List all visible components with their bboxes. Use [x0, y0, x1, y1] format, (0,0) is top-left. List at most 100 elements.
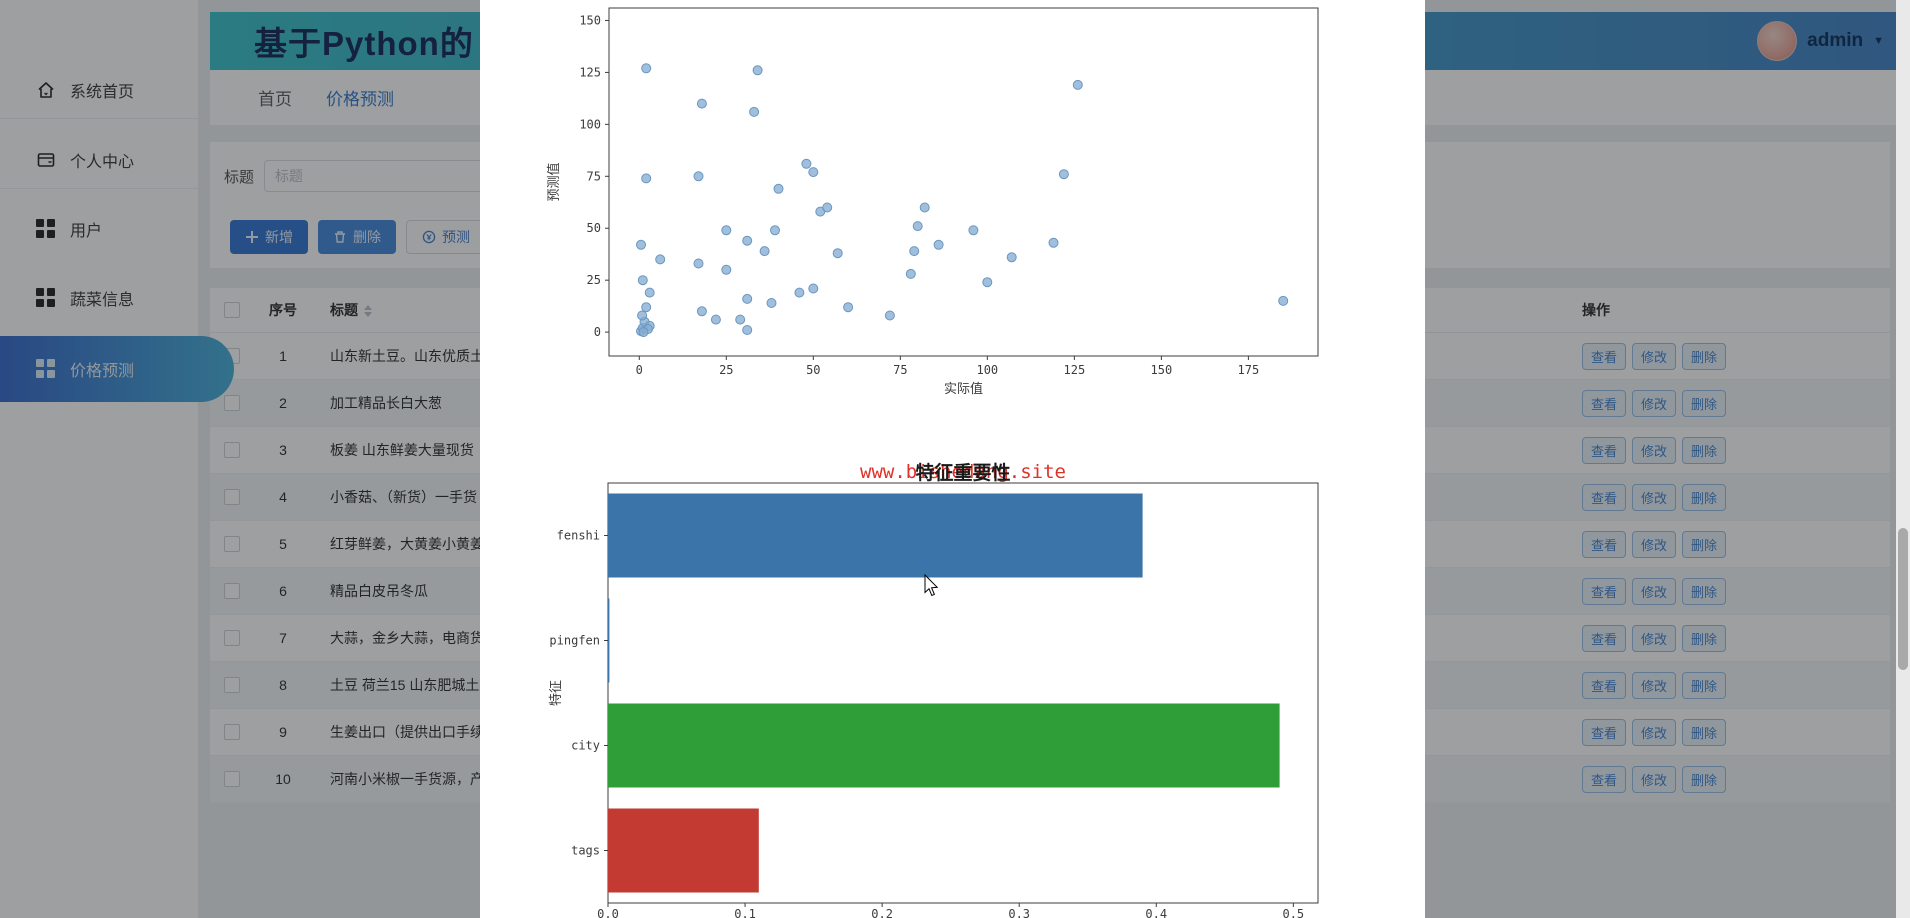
edit-button[interactable]: 修改 [1632, 389, 1677, 417]
scatter-point [721, 264, 732, 275]
row-actions: 查看 修改 删除 [1582, 624, 1727, 652]
scatter-point [884, 310, 895, 321]
predict-button[interactable]: 预测 [406, 220, 486, 254]
delete-row-button[interactable]: 删除 [1682, 577, 1727, 605]
row-actions: 查看 修改 删除 [1582, 530, 1727, 558]
row-actions: 查看 修改 删除 [1582, 577, 1727, 605]
row-actions: 查看 修改 删除 [1582, 436, 1727, 464]
edit-button[interactable]: 修改 [1632, 577, 1677, 605]
delete-row-button[interactable]: 删除 [1682, 342, 1727, 370]
view-button[interactable]: 查看 [1582, 577, 1627, 605]
scatter-point [808, 167, 819, 178]
delete-row-button[interactable]: 删除 [1682, 671, 1727, 699]
row-actions: 查看 修改 删除 [1582, 671, 1727, 699]
view-button[interactable]: 查看 [1582, 624, 1627, 652]
row-checkbox[interactable] [224, 395, 240, 411]
row-index: 8 [279, 677, 287, 693]
row-title: 精品白皮吊冬瓜 [330, 583, 428, 599]
view-button[interactable]: 查看 [1582, 483, 1627, 511]
bar-category-label: city [571, 739, 600, 753]
sidebar-item-0[interactable]: 系统首页 [0, 62, 198, 119]
user-menu[interactable]: admin ▼ [1757, 12, 1884, 70]
edit-button[interactable]: 修改 [1632, 624, 1677, 652]
delete-row-button[interactable]: 删除 [1682, 530, 1727, 558]
view-button[interactable]: 查看 [1582, 765, 1627, 793]
search-label: 标题 [224, 168, 255, 186]
scatter-point [655, 254, 666, 265]
delete-row-button[interactable]: 删除 [1682, 483, 1727, 511]
tab-price-predict[interactable]: 价格预测 [326, 90, 394, 109]
row-index: 3 [279, 442, 287, 458]
sidebar-item-2[interactable]: 用户 [0, 201, 198, 257]
scatter-xtick: 100 [976, 363, 998, 377]
scatter-point [721, 225, 732, 236]
scatter-point [919, 202, 930, 213]
edit-button[interactable]: 修改 [1632, 436, 1677, 464]
row-actions: 查看 修改 删除 [1582, 389, 1727, 417]
delete-row-button[interactable]: 删除 [1682, 389, 1727, 417]
scatter-point [1058, 169, 1069, 180]
row-checkbox[interactable] [224, 442, 240, 458]
delete-row-button[interactable]: 删除 [1682, 718, 1727, 746]
edit-button[interactable]: 修改 [1632, 483, 1677, 511]
view-button[interactable]: 查看 [1582, 436, 1627, 464]
sidebar-item-3[interactable]: 蔬菜信息 [0, 270, 198, 326]
scatter-point [637, 275, 648, 286]
bar-pingfen [608, 598, 610, 683]
chevron-down-icon: ▼ [1873, 35, 1884, 47]
row-checkbox[interactable] [224, 630, 240, 646]
row-index: 7 [279, 630, 287, 646]
row-title: 大蒜，金乡大蒜，电商货 [330, 630, 484, 646]
view-button[interactable]: 查看 [1582, 530, 1627, 558]
sort-icon[interactable] [364, 305, 372, 318]
row-index: 9 [279, 724, 287, 740]
view-button[interactable]: 查看 [1582, 718, 1627, 746]
scatter-ytick: 50 [587, 221, 601, 235]
edit-button[interactable]: 修改 [1632, 342, 1677, 370]
row-checkbox[interactable] [224, 677, 240, 693]
sidebar-item-label: 个人中心 [70, 154, 135, 171]
edit-button[interactable]: 修改 [1632, 718, 1677, 746]
row-checkbox[interactable] [224, 583, 240, 599]
tab-home[interactable]: 首页 [258, 90, 292, 109]
delete-row-button[interactable]: 删除 [1682, 765, 1727, 793]
scatter-ytick: 0 [594, 325, 601, 339]
select-all-checkbox[interactable] [224, 302, 240, 318]
delete-button[interactable]: 删除 [318, 220, 396, 254]
row-checkbox[interactable] [224, 724, 240, 740]
scatter-xlabel: 实际值 [944, 381, 983, 397]
id-card-icon [36, 150, 56, 170]
row-checkbox[interactable] [224, 536, 240, 552]
scrollbar-thumb[interactable] [1898, 528, 1908, 670]
table-row: 3 板姜 山东鲜姜大量现货 查看 修改 删除 [210, 427, 1890, 474]
trash-icon [335, 231, 345, 243]
view-button[interactable]: 查看 [1582, 389, 1627, 417]
delete-row-button[interactable]: 删除 [1682, 624, 1727, 652]
view-button[interactable]: 查看 [1582, 671, 1627, 699]
sidebar-item-1[interactable]: 个人中心 [0, 132, 198, 189]
scatter-point [759, 246, 770, 257]
scatter-point [1006, 252, 1017, 263]
view-button[interactable]: 查看 [1582, 342, 1627, 370]
row-index: 2 [279, 395, 287, 411]
row-checkbox[interactable] [224, 489, 240, 505]
edit-button[interactable]: 修改 [1632, 671, 1677, 699]
edit-button[interactable]: 修改 [1632, 530, 1677, 558]
scatter-point [766, 298, 777, 308]
delete-row-button[interactable]: 删除 [1682, 436, 1727, 464]
row-title: 加工精品长白大葱 [330, 395, 442, 411]
avatar[interactable] [1757, 21, 1798, 61]
scatter-point [822, 202, 833, 213]
sidebar-item-4[interactable]: 价格预测 [0, 336, 234, 402]
edit-button[interactable]: 修改 [1632, 765, 1677, 793]
scatter-ytick: 75 [587, 169, 601, 183]
row-checkbox[interactable] [224, 771, 240, 787]
sidebar-item-label: 用户 [70, 223, 103, 240]
scrollbar[interactable] [1896, 0, 1910, 918]
scatter-point [832, 248, 843, 259]
add-button[interactable]: 新增 [230, 220, 308, 254]
grid-icon [36, 288, 56, 308]
scatter-point [742, 235, 753, 246]
scatter-plot-frame [608, 7, 1319, 357]
